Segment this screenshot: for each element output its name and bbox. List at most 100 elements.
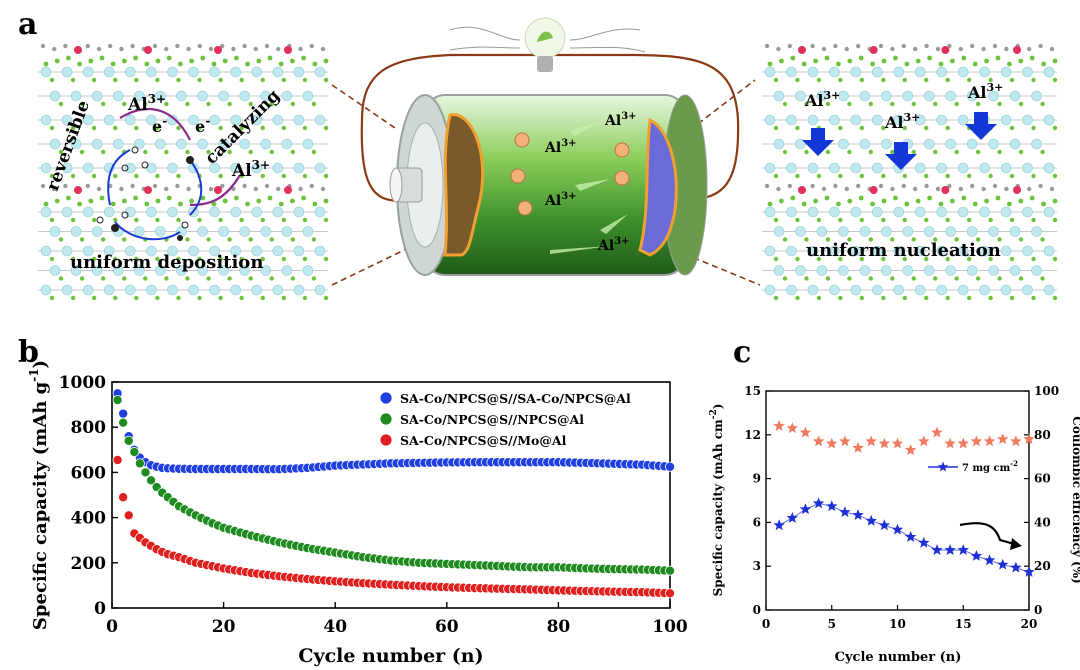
chart-c-y-axis-label: Specific capacity (mAh cm-2): [709, 404, 725, 597]
green-atom: [189, 58, 195, 64]
cyan-atom: [807, 245, 819, 257]
chart-b-point-series-0: [665, 461, 676, 472]
red-atom: [1013, 186, 1021, 194]
left-ion-label-top: Al3+: [127, 92, 166, 115]
green-atom: [1018, 198, 1024, 204]
cathode-layer: [443, 113, 485, 257]
green-atom: [790, 55, 796, 61]
chart-c-y2-tick-label: 60: [1034, 472, 1051, 486]
green-atom: [227, 101, 232, 107]
cyan-atom: [1022, 245, 1033, 257]
cyan-atom: [773, 226, 785, 237]
green-atom: [966, 256, 972, 262]
down-arrow-3: [965, 112, 997, 140]
cyan-atom: [795, 90, 806, 102]
chart-c-star-series-1: [918, 435, 930, 447]
red-atom: [214, 46, 222, 54]
chart-b-y-tick-label: 200: [71, 554, 107, 574]
chart-b-y-tick-label: 600: [71, 463, 107, 483]
green-atom: [260, 295, 265, 301]
chart-c-star-series-0: [944, 544, 956, 555]
cyan-atom: [293, 114, 305, 126]
red-atom: [284, 46, 292, 54]
anode-layer: [638, 117, 678, 257]
green-atom: [248, 101, 253, 107]
green-atom: [70, 256, 76, 262]
cyan-atom: [91, 226, 103, 237]
carbon-atom: [186, 46, 191, 52]
green-atom: [239, 173, 244, 179]
green-atom: [197, 125, 202, 131]
green-atom: [278, 201, 284, 207]
green-atom: [218, 77, 223, 83]
cyan-atom: [91, 90, 103, 102]
green-atom: [782, 237, 788, 242]
chart-b-legend-label: SA-Co/NPCS@S//NPCS@Al: [400, 412, 584, 427]
green-atom: [245, 201, 251, 207]
cyan-atom: [260, 90, 272, 102]
green-atom: [779, 198, 784, 204]
cyan-atom: [872, 245, 883, 257]
cyan-atom: [773, 90, 785, 102]
green-atom: [267, 55, 273, 61]
electron-label-1: e-: [152, 114, 167, 136]
cyan-atom: [91, 138, 103, 150]
green-atom: [133, 195, 139, 201]
green-atom: [836, 61, 841, 67]
cyan-atom: [850, 206, 862, 218]
chart-b-x-tick-label: 0: [106, 617, 118, 637]
cyan-atom: [838, 226, 849, 237]
panel-a-schematic: a: [18, 7, 1058, 301]
green-atom: [966, 77, 972, 83]
chart-b-y-ticks: 0 200 400 600 800 1000: [59, 373, 118, 619]
carbon-atom: [776, 46, 781, 52]
carbon-atom: [197, 43, 202, 49]
green-atom: [859, 77, 865, 83]
cyan-atom: [260, 138, 272, 150]
green-atom: [176, 295, 181, 301]
green-atom: [245, 61, 251, 67]
carbon-atom: [320, 46, 326, 52]
green-atom: [77, 61, 82, 67]
cyan-atom: [302, 265, 314, 276]
green-atom: [904, 201, 910, 207]
cyan-atom: [914, 162, 926, 174]
cyan-atom: [167, 245, 178, 257]
carbon-atom: [40, 43, 46, 49]
green-atom: [323, 77, 329, 83]
cyan-atom: [1031, 265, 1042, 276]
green-atom: [79, 237, 85, 242]
green-atom: [782, 101, 788, 107]
green-atom: [155, 198, 161, 204]
cyan-atom: [914, 206, 926, 218]
cyan-atom: [773, 265, 785, 276]
green-atom: [972, 201, 978, 207]
green-atom: [1018, 276, 1024, 281]
cyan-atom: [146, 66, 157, 78]
cyan-atom: [260, 265, 272, 276]
chart-b-legend-marker: [379, 391, 393, 405]
green-atom: [260, 125, 265, 131]
green-atom: [881, 125, 886, 131]
cyan-atom: [218, 138, 229, 150]
cyan-atom: [281, 226, 293, 237]
green-atom: [859, 173, 865, 179]
cyan-atom: [230, 206, 241, 218]
green-atom: [902, 173, 907, 179]
cyan-atom: [872, 162, 883, 174]
green-atom: [113, 173, 118, 179]
cyan-atom: [816, 265, 828, 276]
chart-c-y2-tick-label: 40: [1034, 515, 1051, 529]
green-atom: [847, 276, 852, 281]
cyan-atom: [281, 265, 293, 276]
cyan-atom: [957, 206, 969, 218]
chart-c-star-series-0: [826, 500, 838, 512]
green-atom: [88, 198, 94, 204]
green-atom: [1040, 149, 1045, 155]
green-atom: [1041, 61, 1046, 67]
cyan-atom: [945, 138, 956, 150]
green-atom: [99, 195, 105, 201]
cyan-atom: [293, 162, 305, 174]
green-atom: [222, 58, 228, 64]
green-atom: [79, 149, 85, 155]
